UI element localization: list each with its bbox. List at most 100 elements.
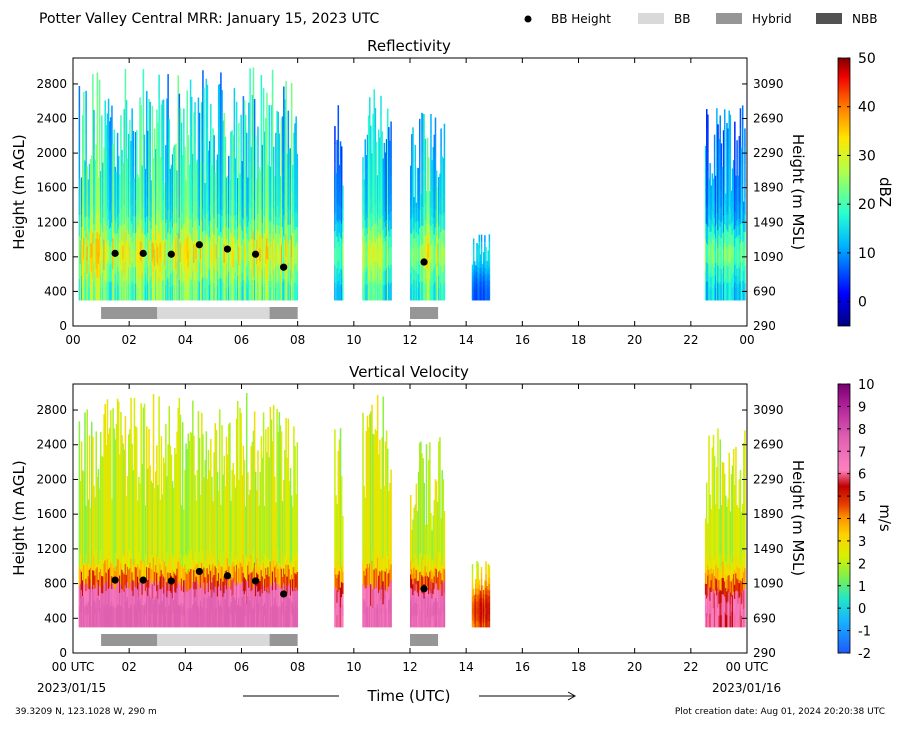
field-cell — [168, 119, 170, 138]
field-cell — [342, 208, 344, 220]
field-cell — [79, 129, 81, 151]
field-cell — [84, 434, 86, 456]
field-cell — [101, 134, 103, 153]
field-cell — [744, 266, 746, 284]
y-right-tick-label: 1890 — [753, 181, 784, 195]
field-cell — [140, 124, 142, 144]
field-cell — [133, 131, 135, 148]
field-cell — [117, 133, 119, 150]
field-cell — [225, 153, 227, 170]
bb-class-hybrid — [270, 307, 298, 319]
field-column — [342, 186, 344, 301]
reflectivity-field — [79, 68, 746, 301]
field-cell — [390, 246, 392, 264]
field-cell — [419, 155, 421, 174]
field-cell — [186, 90, 188, 111]
x-tick-label: 04 — [178, 333, 193, 347]
field-cell — [724, 167, 726, 186]
field-cell — [156, 463, 158, 482]
y-tick-label: 800 — [44, 250, 67, 264]
field-cell — [412, 127, 414, 145]
field-cell — [744, 197, 746, 215]
field-cell — [730, 170, 732, 189]
field-cell — [153, 464, 155, 488]
field-cell — [84, 455, 86, 477]
field-cell — [297, 285, 299, 300]
field-cell — [210, 439, 212, 458]
field-cell — [140, 426, 142, 449]
field-cell — [146, 446, 148, 466]
field-cell — [153, 417, 155, 441]
field-cell — [390, 211, 392, 229]
legend-bb-height-marker — [525, 16, 532, 23]
field-cell — [375, 108, 377, 128]
field-cell — [193, 436, 195, 456]
field-cell — [158, 396, 160, 419]
field-cell — [144, 404, 146, 427]
field-cell — [202, 434, 204, 454]
field-cell — [107, 399, 109, 422]
field-cell — [342, 254, 344, 266]
field-cell — [83, 134, 85, 155]
field-cell — [334, 126, 336, 144]
field-cell — [92, 456, 94, 475]
field-cell — [131, 444, 133, 463]
field-cell — [194, 122, 196, 142]
field-cell — [144, 448, 146, 471]
field-cell — [297, 227, 299, 242]
field-cell — [236, 122, 238, 142]
field-cell — [285, 81, 287, 103]
field-cell — [719, 115, 721, 134]
field-cell — [210, 458, 212, 477]
field-cell — [390, 282, 392, 300]
field-cell — [342, 186, 344, 198]
field-cell — [473, 238, 475, 245]
bb-class-bb — [157, 307, 269, 319]
field-cell — [97, 73, 99, 96]
field-cell — [211, 477, 213, 492]
field-cell — [120, 134, 122, 153]
field-cell — [246, 150, 248, 167]
x-tick-label: 10 — [346, 333, 361, 347]
field-cell — [126, 140, 128, 160]
field-cell — [714, 135, 716, 152]
field-column — [390, 121, 392, 300]
y-tick-label: 400 — [44, 284, 67, 298]
field-cell — [273, 147, 275, 163]
field-cell — [79, 150, 81, 172]
bb-height-point — [252, 251, 259, 258]
field-cell — [342, 289, 344, 301]
field-cell — [707, 133, 709, 152]
y-tick-label: 1600 — [36, 181, 67, 195]
field-cell — [428, 157, 430, 172]
field-cell — [99, 146, 101, 168]
field-cell — [168, 406, 170, 428]
bb-height-point — [196, 241, 203, 248]
x-tick-label: 02 — [122, 333, 137, 347]
field-cell — [161, 474, 163, 493]
field-cell — [85, 133, 87, 154]
field-cell — [365, 139, 367, 155]
field-cell — [219, 409, 221, 431]
field-cell — [257, 127, 259, 145]
field-cell — [79, 463, 81, 484]
field-cell — [93, 129, 95, 148]
field-cell — [279, 133, 281, 150]
field-cell — [110, 410, 112, 432]
field-cell — [255, 136, 257, 153]
field-cell — [297, 242, 299, 257]
field-cell — [111, 125, 113, 145]
field-cell — [93, 110, 95, 129]
field-cell — [436, 171, 438, 184]
field-cell — [140, 403, 142, 426]
field-cell — [369, 97, 371, 118]
field-cell — [444, 265, 446, 283]
field-cell — [387, 109, 389, 129]
field-cell — [199, 132, 201, 151]
field-cell — [92, 437, 94, 456]
field-cell — [126, 120, 128, 140]
field-cell — [479, 241, 481, 248]
field-cell — [390, 139, 392, 157]
